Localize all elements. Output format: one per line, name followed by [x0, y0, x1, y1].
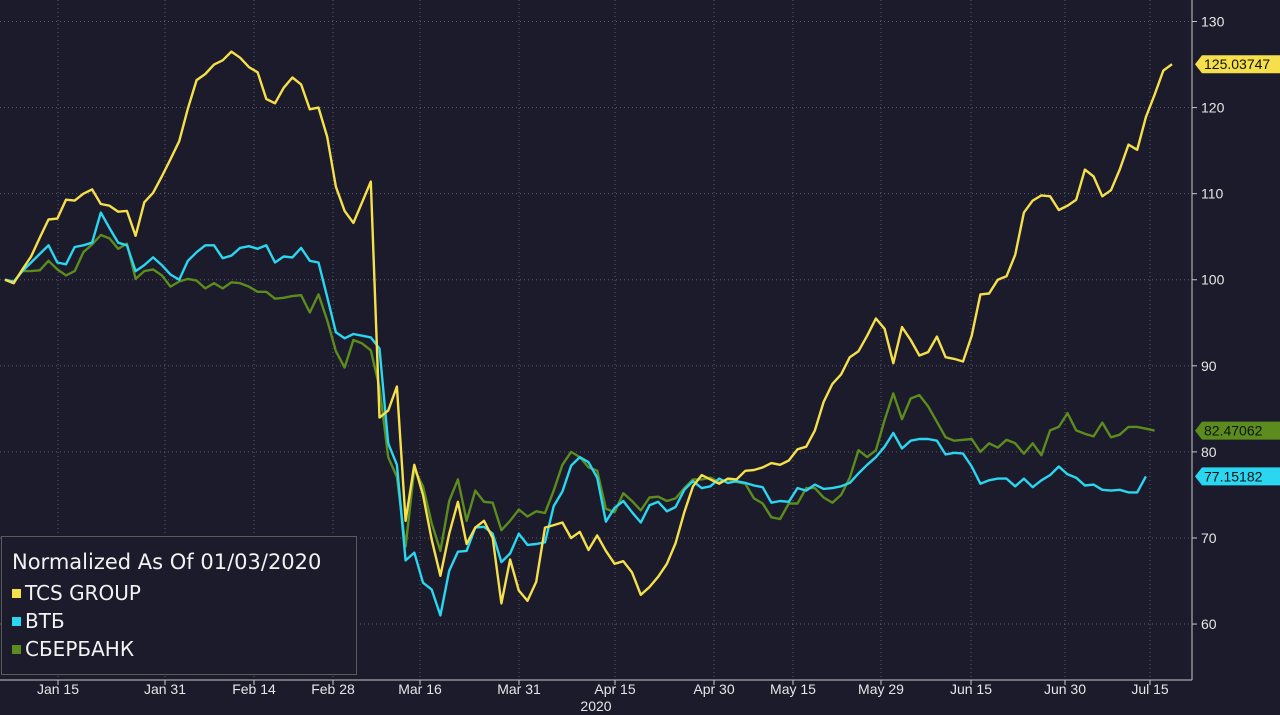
series-line-vtb [4, 211, 1147, 617]
y-tick-label: 80 [1201, 444, 1217, 460]
x-tick-label: Feb 14 [232, 681, 276, 697]
x-tick-label: May 29 [858, 681, 904, 697]
legend-label-tcs-group: TCS GROUP [25, 581, 141, 605]
legend-swatch-vtb [12, 617, 21, 626]
last-value-tag-shape [1195, 467, 1280, 486]
series-lines [4, 50, 1173, 617]
legend-item-sberbank: СБЕРБАНК [12, 637, 134, 661]
x-tick-label: Apr 30 [693, 681, 734, 697]
legend-title: Normalized As Of 01/03/2020 [12, 550, 322, 574]
last-value-tag-sberbank: 82.47062 [1195, 421, 1280, 440]
x-tick-label: Mar 16 [398, 681, 442, 697]
series-line-tcs-group [4, 50, 1173, 605]
last-value-tag-shape [1195, 55, 1280, 74]
legend-label-vtb: ВТБ [25, 609, 65, 633]
last-value-tags: 125.03747 77.15182 82.47062 [1195, 55, 1280, 486]
last-value-tag-text: 77.15182 [1204, 468, 1263, 484]
y-tick-labels: 60 70 80 90 100 110 120 130 [1201, 14, 1225, 633]
last-value-tag-text: 125.03747 [1204, 56, 1270, 72]
x-tick-label: Jan 31 [144, 681, 186, 697]
legend-item-tcs-group: TCS GROUP [12, 581, 141, 605]
x-tick-label: Jan 15 [37, 681, 79, 697]
axes [0, 0, 1193, 681]
last-value-tag-tcs-group: 125.03747 [1195, 55, 1280, 74]
x-tick-label: May 15 [770, 681, 816, 697]
last-value-tag-text: 82.47062 [1204, 423, 1263, 439]
legend-item-vtb: ВТБ [12, 609, 65, 633]
y-tick-label: 120 [1201, 100, 1225, 116]
legend-swatch-sberbank [12, 645, 21, 654]
legend: Normalized As Of 01/03/2020 TCS GROUP ВТ… [1, 536, 357, 675]
x-axis-year-label: 2020 [580, 698, 611, 714]
x-tick-label: Apr 15 [594, 681, 635, 697]
last-value-tag-shape [1195, 421, 1280, 440]
x-tick-label: Jul 15 [1131, 681, 1169, 697]
x-tick-label: Mar 31 [497, 681, 541, 697]
last-value-tag-vtb: 77.15182 [1195, 467, 1280, 486]
x-tick-label: Jun 30 [1044, 681, 1086, 697]
legend-label-sberbank: СБЕРБАНК [25, 637, 135, 661]
y-tick-label: 100 [1201, 272, 1225, 288]
legend-swatch-tcs-group [12, 589, 21, 598]
x-tick-label: Jun 15 [950, 681, 992, 697]
x-tick-labels: Jan 15 Jan 31 Feb 14 Feb 28 Mar 16 Mar 31 Apr … [37, 681, 1169, 697]
y-tick-label: 90 [1201, 358, 1217, 374]
y-tick-label: 60 [1201, 616, 1217, 632]
y-tick-label: 130 [1201, 14, 1225, 30]
x-tick-label: Feb 28 [311, 681, 355, 697]
y-tick-label: 110 [1201, 186, 1224, 202]
y-tick-label: 70 [1201, 530, 1217, 546]
